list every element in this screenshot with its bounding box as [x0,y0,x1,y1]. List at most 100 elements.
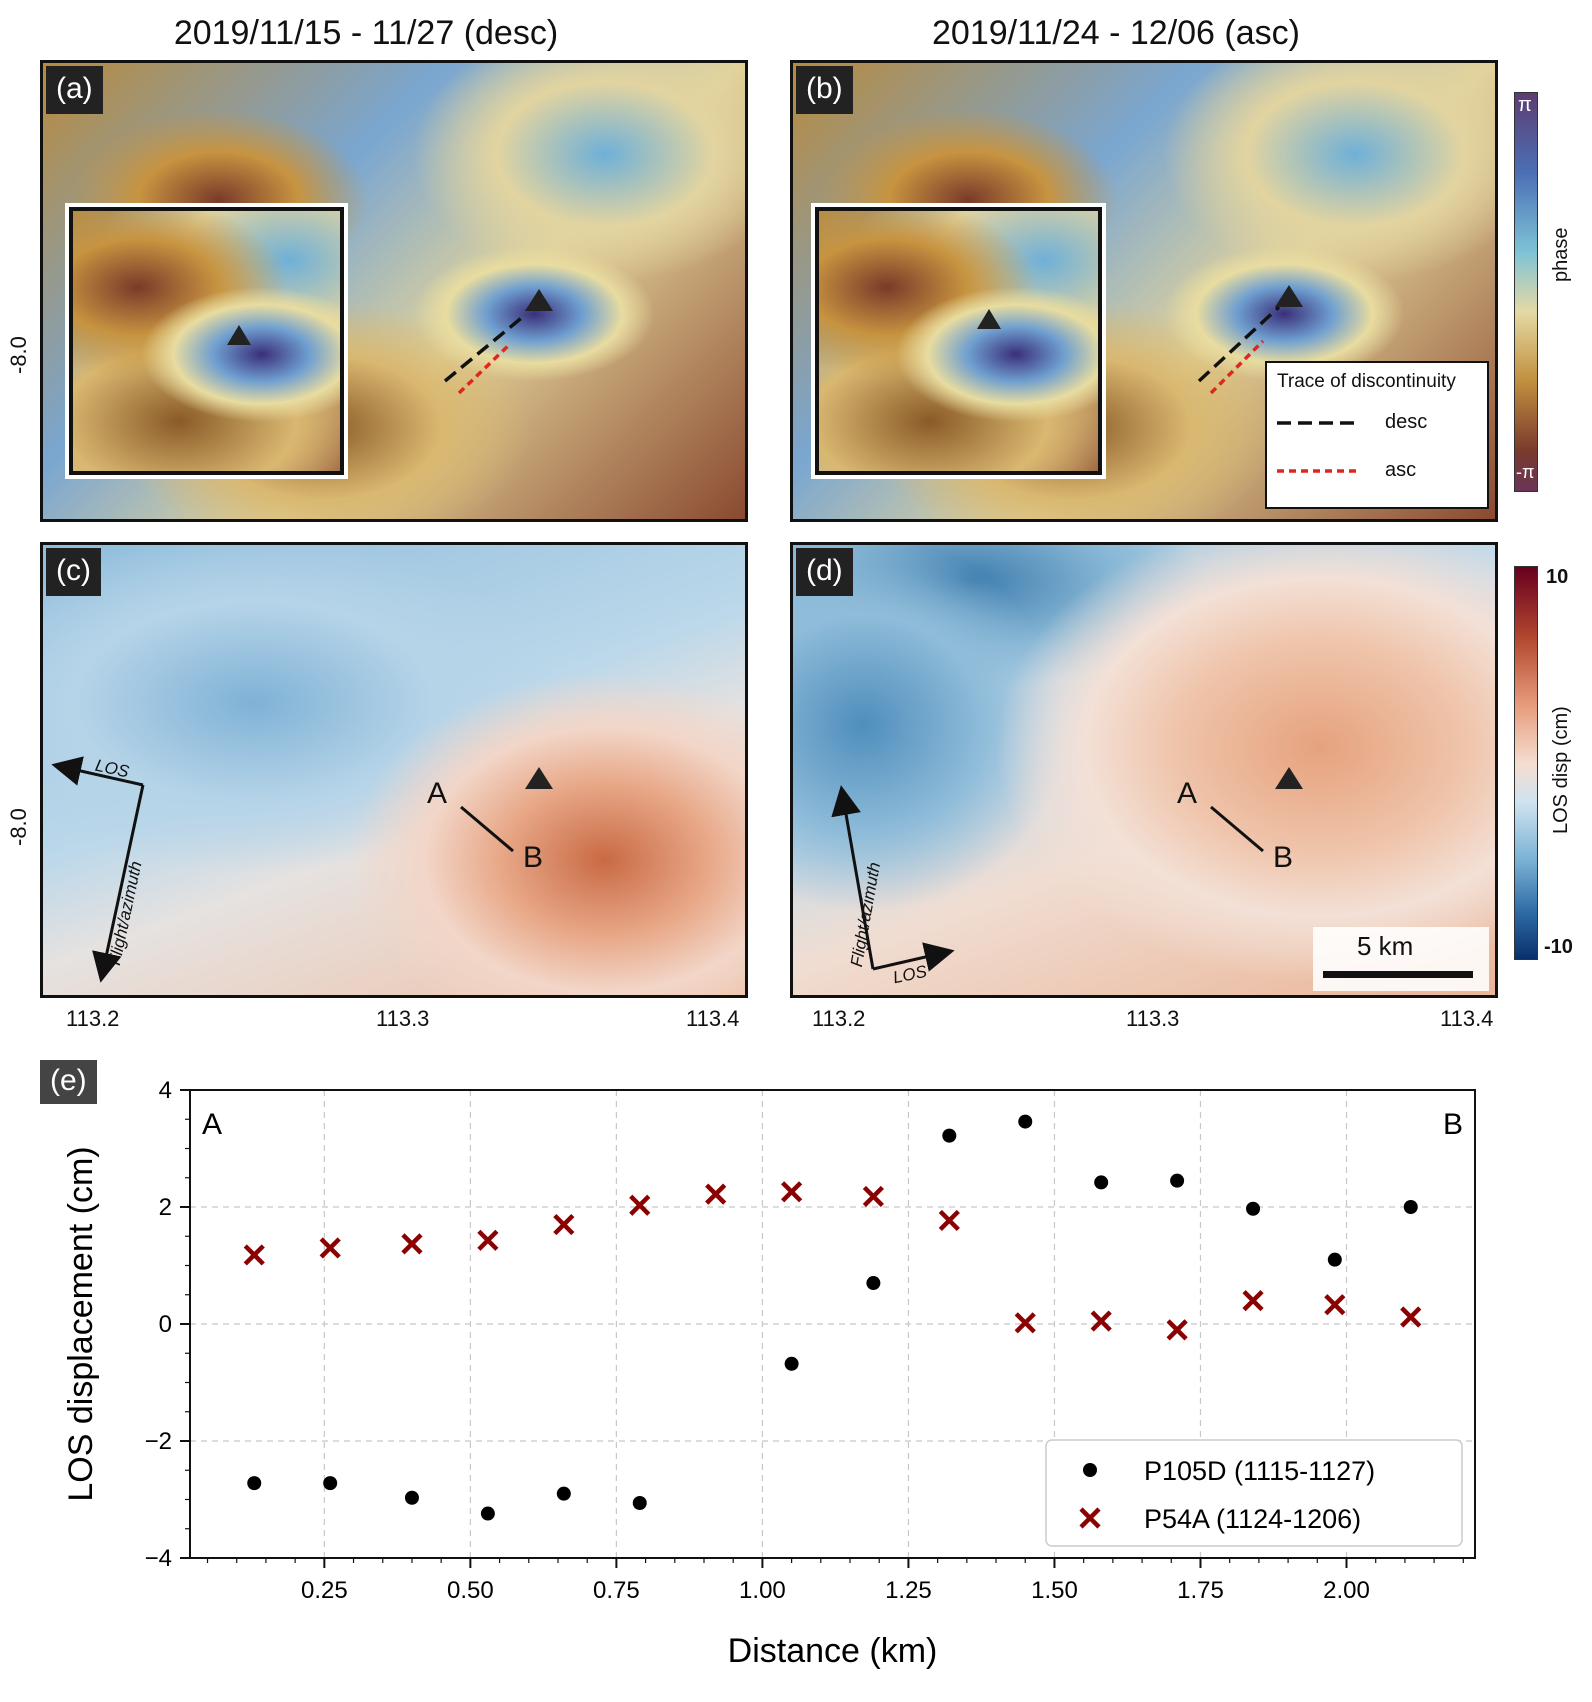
data-point-x [1242,1290,1264,1312]
lon-tick-d-2: 113.3 [1126,1006,1180,1031]
scale-bar: 5 km [1313,927,1489,991]
data-point-circle [556,1486,571,1501]
profile-start-label-d: A [1177,777,1198,810]
data-point-x [553,1213,575,1236]
lat-tick-a: -8.0 [6,336,31,374]
corner-label-b: B [1443,1108,1463,1141]
data-point-circle [784,1356,799,1371]
profile-end-label-c: B [523,841,544,874]
asc-trace-line [457,343,511,395]
phase-map-desc: (a) [40,60,748,522]
series-circle [247,1114,1418,1521]
y-tick-label: −4 [145,1545,172,1572]
disp-colorbar [1514,566,1538,960]
chart-series [243,1114,1422,1521]
x-tick-label: 1.00 [739,1577,786,1604]
panel-label-e: (e) [40,1060,97,1104]
volcano-summit-icon-d [1275,767,1303,789]
data-point-circle [247,1476,262,1491]
legend-frame [1045,1439,1463,1547]
data-point-circle [480,1506,495,1521]
data-point-x [401,1233,423,1255]
panel-label-d: (d) [796,548,853,596]
inset-summit-marker [227,325,251,345]
y-tick-label: −2 [145,1428,172,1455]
data-point-circle [632,1496,647,1511]
data-point-x [477,1229,499,1251]
data-point-x [1014,1312,1036,1334]
phase-colorbar [1514,92,1538,492]
x-axis-ticks: 0.25 0.50 0.75 1.00 1.25 1.50 1.75 2.00 [206,1558,1464,1604]
title-desc: 2019/11/15 - 11/27 (desc) [173,14,559,52]
legend-title: Trace of discontinuity [1277,371,1456,392]
y-tick-label: 4 [159,1077,172,1104]
x-tick-label: 1.50 [1031,1577,1078,1604]
legend-marker-circle [1083,1463,1097,1477]
panel-label-c: (c) [46,548,101,596]
disp-colorbar-top: 10 [1546,566,1569,588]
inset-summit-marker-asc [977,309,1001,329]
volcano-summit-icon [525,289,553,311]
phase-colorbar-bottom: -π [1516,462,1535,482]
data-point-circle [866,1276,881,1291]
data-point-circle [1018,1114,1033,1129]
data-point-x [243,1244,265,1266]
volcano-summit-icon-asc [1275,285,1303,307]
y-axis-ticks: −4 −2 0 2 4 [145,1077,190,1572]
phase-colorbar-top: π [1518,94,1532,116]
data-point-x [938,1209,960,1232]
inset-zoom-asc [811,203,1106,479]
disp-colorbar-label: LOS disp (cm) [1550,706,1572,834]
volcano-summit-icon-c [525,767,553,789]
data-point-circle [404,1490,419,1505]
profile-ab-d [831,767,1303,972]
series-x [243,1181,1422,1341]
phase-colorbar-label: phase [1550,227,1572,283]
legend-desc-label: desc [1385,411,1428,433]
displacement-map-desc: (c) A B LOS Flight/azimuth [40,542,748,998]
x-tick-label: 0.50 [447,1577,494,1604]
scale-bar-label: 5 km [1357,931,1414,961]
x-tick-label: 1.25 [885,1577,932,1604]
title-asc: 2019/11/24 - 12/06 (asc) [932,14,1300,52]
data-point-circle [1094,1175,1109,1190]
desc-trace-line [443,313,527,383]
lon-tick-c-3: 113.4 [686,1006,740,1031]
displacement-map-asc: (d) A B LOS Flight/azimuth 5 km [790,542,1498,998]
lon-tick-c-1: 113.2 [66,1006,120,1031]
data-point-x [1166,1319,1188,1341]
discontinuity-traces-asc [1197,285,1303,395]
profile-chart: 0.25 0.50 0.75 1.00 1.25 1.50 1.75 2.00 −4 −2 0 2 4… [62,1077,1476,1670]
data-point-x [1324,1294,1346,1316]
legend-marker-x [1079,1507,1101,1529]
y-tick-label: 2 [159,1194,172,1221]
profile-ab-c [51,756,553,983]
legend-asc-label: asc [1385,459,1417,481]
data-point-circle [1403,1200,1418,1214]
lon-tick-d-3: 113.4 [1440,1006,1494,1031]
data-point-circle [323,1476,338,1491]
profile-start-label-c: A [427,777,448,810]
legend-label: P105D (1115-1127) [1144,1456,1375,1486]
data-point-x [705,1183,727,1205]
x-tick-label: 0.75 [593,1577,640,1604]
inset-zoom-desc [65,203,348,479]
lon-tick-c-2: 113.3 [376,1006,430,1031]
panel-label-a: (a) [46,66,103,114]
y-axis-label: LOS displacement (cm) [62,1146,100,1501]
data-point-x [862,1185,884,1208]
discontinuity-traces-desc [443,289,553,395]
lon-tick-d-1: 113.2 [812,1006,866,1031]
data-point-x [1400,1306,1422,1328]
data-point-x [629,1194,651,1216]
data-point-x [319,1237,341,1259]
profile-end-label-d: B [1273,841,1294,874]
data-point-circle [942,1128,957,1143]
disp-colorbar-bottom: -10 [1544,936,1573,958]
lat-tick-c: -8.0 [6,808,31,846]
x-tick-label: 0.25 [301,1577,348,1604]
discontinuity-legend: Trace of discontinuity desc asc [1265,361,1489,509]
x-tick-label: 1.75 [1177,1577,1224,1604]
data-point-x [1090,1310,1112,1332]
chart-legend: P105D (1115-1127) P54A (1124-1206) [1045,1439,1463,1547]
